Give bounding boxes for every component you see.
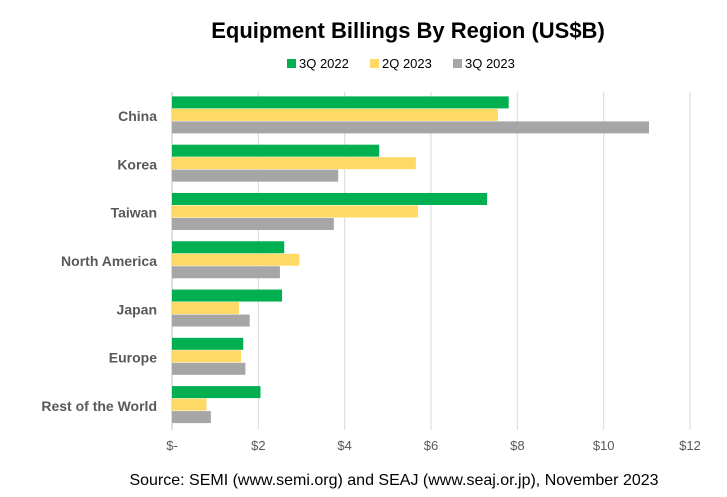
bar-2q-2023-taiwan [172, 205, 419, 218]
category-label: China [118, 108, 157, 124]
bar-3q-2023-europe [172, 362, 246, 375]
x-tick-label: $6 [424, 438, 438, 453]
bar-3q-2023-korea [172, 169, 339, 182]
bar-2q-2023-rest-of-the-world [172, 398, 207, 411]
bar-3q-2022-north-america [172, 241, 285, 254]
bar-3q-2022-europe [172, 337, 244, 350]
x-tick-label: $8 [510, 438, 524, 453]
bar-3q-2022-korea [172, 144, 380, 157]
category-label: Korea [117, 156, 157, 172]
legend-swatch [453, 59, 462, 68]
chart-title: Equipment Billings By Region (US$B) [211, 18, 605, 43]
bar-3q-2022-rest-of-the-world [172, 386, 261, 399]
bar-3q-2023-rest-of-the-world [172, 411, 211, 424]
legend-label: 3Q 2023 [465, 56, 515, 71]
bar-3q-2023-north-america [172, 266, 280, 279]
bar-3q-2023-japan [172, 314, 250, 327]
category-label: Europe [109, 350, 157, 366]
legend: 3Q 2022 2Q 2023 3Q 2023 [287, 56, 515, 71]
x-tick-label: $4 [337, 438, 351, 453]
legend-label: 3Q 2022 [299, 56, 349, 71]
legend-label: 2Q 2023 [382, 56, 432, 71]
legend-swatch [370, 59, 379, 68]
x-tick-label: $2 [251, 438, 265, 453]
bar-3q-2022-china [172, 96, 509, 109]
category-label: North America [61, 253, 157, 269]
bar-3q-2022-japan [172, 289, 283, 302]
x-axis-ticks: $- $2 $4 $6 $8 $10 $12 [166, 438, 701, 453]
bar-2q-2023-korea [172, 157, 416, 170]
x-tick-label: $10 [593, 438, 615, 453]
x-tick-label: $12 [679, 438, 701, 453]
category-label: Japan [117, 301, 157, 317]
legend-swatch [287, 59, 296, 68]
bar-3q-2022-taiwan [172, 192, 488, 205]
category-label: Rest of the World [41, 398, 157, 414]
bars [172, 96, 649, 424]
bar-3q-2023-taiwan [172, 217, 334, 230]
category-label: Taiwan [111, 205, 157, 221]
bar-2q-2023-japan [172, 302, 239, 315]
bar-2q-2023-north-america [172, 253, 300, 266]
bar-2q-2023-europe [172, 350, 242, 363]
bar-2q-2023-china [172, 108, 498, 121]
source-note: Source: SEMI (www.semi.org) and SEAJ (ww… [129, 472, 658, 489]
x-tick-label: $- [166, 438, 178, 453]
category-labels: China Korea Taiwan North America Japan Europe… [41, 108, 157, 414]
bar-3q-2023-china [172, 121, 649, 134]
